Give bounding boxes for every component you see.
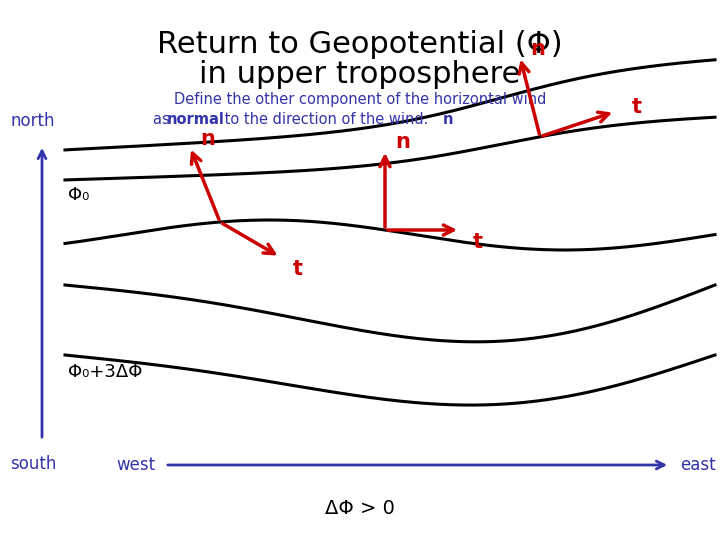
Text: n: n [531, 39, 546, 59]
Text: north: north [10, 112, 55, 130]
Text: east: east [680, 456, 716, 474]
Text: Φ₀+3ΔΦ: Φ₀+3ΔΦ [68, 363, 143, 381]
Text: as: as [153, 112, 174, 127]
Text: Return to Geopotential (Φ): Return to Geopotential (Φ) [157, 30, 563, 59]
Text: n: n [395, 132, 410, 152]
Text: Define the other component of the horizontal wind: Define the other component of the horizo… [174, 92, 546, 107]
Text: t: t [293, 259, 303, 279]
Text: ΔΦ > 0: ΔΦ > 0 [325, 498, 395, 517]
Text: to the direction of the wind.: to the direction of the wind. [220, 112, 433, 127]
Text: n: n [201, 129, 215, 149]
Text: normal: normal [167, 112, 225, 127]
Text: t: t [473, 232, 483, 252]
Text: in upper troposphere: in upper troposphere [199, 60, 521, 89]
Text: south: south [10, 455, 56, 473]
Text: west: west [116, 456, 155, 474]
Text: n: n [443, 112, 454, 127]
Text: t: t [632, 97, 642, 117]
Text: Φ₀: Φ₀ [68, 186, 89, 204]
